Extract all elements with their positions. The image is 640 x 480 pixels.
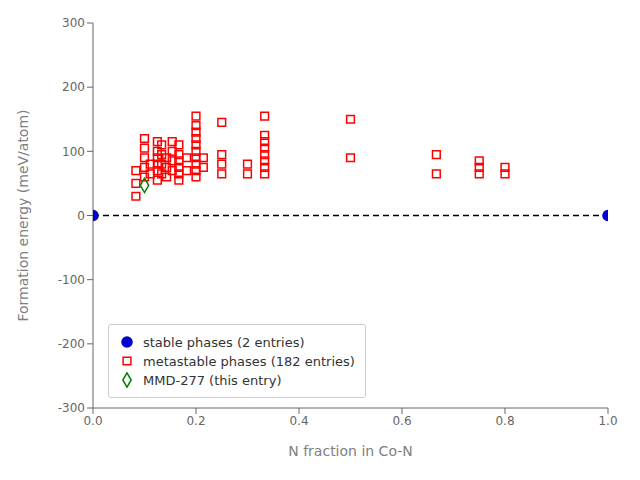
svg-text:-200: -200 xyxy=(58,337,85,351)
svg-text:1.0: 1.0 xyxy=(598,414,617,428)
html-text:metastable phases (182 entries: metastable phases (182 entries) xyxy=(143,353,355,369)
svg-text:0.6: 0.6 xyxy=(392,414,411,428)
svg-text:0.0: 0.0 xyxy=(83,414,102,428)
svg-text:-100: -100 xyxy=(58,273,85,287)
svg-text:0.8: 0.8 xyxy=(495,414,514,428)
svg-text:0.4: 0.4 xyxy=(289,414,308,428)
svg-text:200: 200 xyxy=(62,80,85,94)
svg-text:300: 300 xyxy=(62,16,85,30)
html-text:MMD-277 (this entry): MMD-277 (this entry) xyxy=(143,372,282,388)
svg-text:0.2: 0.2 xyxy=(186,414,205,428)
svg-text:Formation energy (meV/atom): Formation energy (meV/atom) xyxy=(15,109,31,321)
svg-text:-300: -300 xyxy=(58,401,85,415)
svg-text:N fraction in Co-N: N fraction in Co-N xyxy=(288,443,413,459)
svg-text:0: 0 xyxy=(77,209,85,223)
html-text:stable phases (2 entries): stable phases (2 entries) xyxy=(143,334,305,350)
svg-text:100: 100 xyxy=(62,145,85,159)
